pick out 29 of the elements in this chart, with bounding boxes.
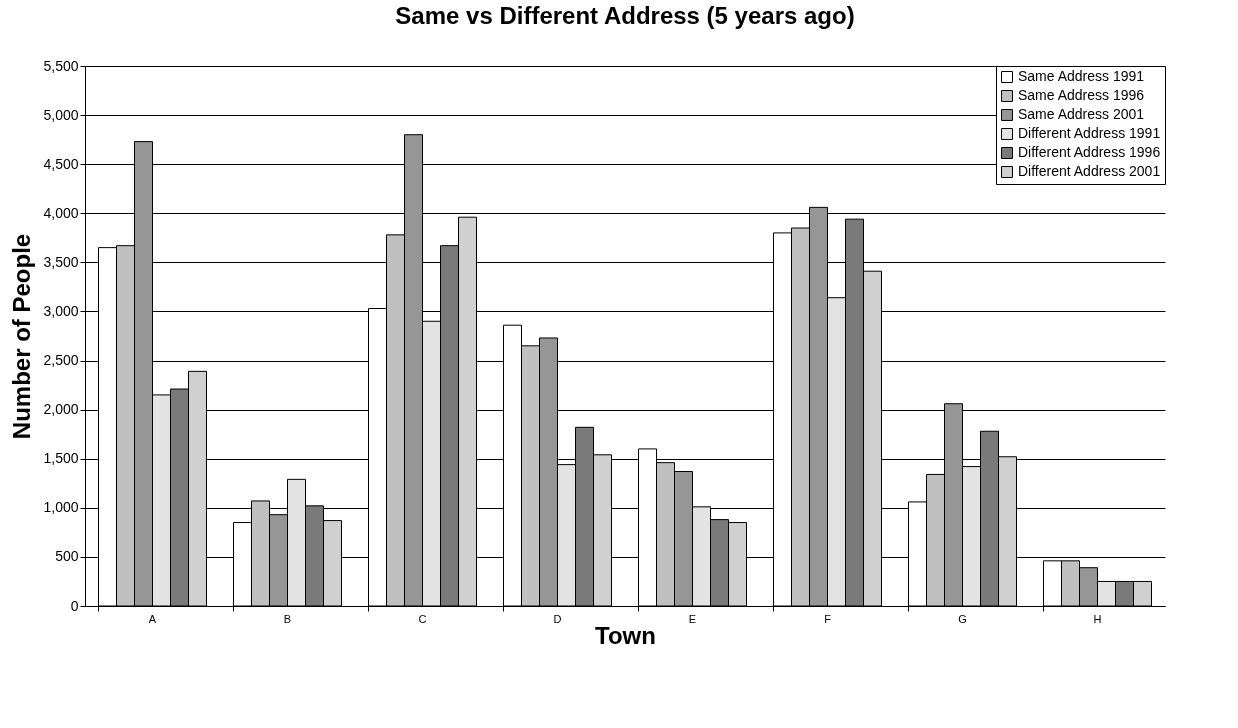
y-tick-label: 2,000 <box>43 401 79 418</box>
x-tick-label: D <box>553 612 562 625</box>
legend-label: Different Address 2001 <box>1018 163 1161 179</box>
y-tick-label: 0 <box>70 597 79 614</box>
chart-title: Same vs Different Address (5 years ago) <box>395 2 855 29</box>
y-tick-label: 3,500 <box>43 253 79 270</box>
y-tick-label: 3,000 <box>43 302 79 319</box>
x-tick-label: B <box>283 612 292 625</box>
legend-label: Same Address 1996 <box>1018 87 1145 103</box>
legend-label: Same Address 1991 <box>1018 68 1145 84</box>
x-tick-label: A <box>148 612 157 625</box>
y-tick-label: 2,500 <box>43 352 79 369</box>
x-tick-label: H <box>1093 612 1102 625</box>
y-tick-label: 5,000 <box>43 106 79 123</box>
y-tick-label: 500 <box>55 548 79 565</box>
x-axis-title: Town <box>595 621 656 649</box>
y-tick-label: 4,500 <box>43 155 79 172</box>
y-tick-label: 1,500 <box>43 450 79 467</box>
legend-label: Different Address 1996 <box>1018 144 1161 160</box>
legend-label: Same Address 2001 <box>1018 106 1145 122</box>
x-tick-label: E <box>688 612 697 625</box>
y-tick-label: 5,500 <box>43 57 79 74</box>
y-tick-label: 1,000 <box>43 499 79 516</box>
y-axis-title: Number of People <box>8 233 36 440</box>
legend-label: Different Address 1991 <box>1018 125 1161 141</box>
y-tick-label: 4,000 <box>43 204 79 221</box>
x-tick-label: F <box>824 612 832 625</box>
x-tick-label: G <box>958 612 967 625</box>
x-tick-label: C <box>418 612 427 625</box>
